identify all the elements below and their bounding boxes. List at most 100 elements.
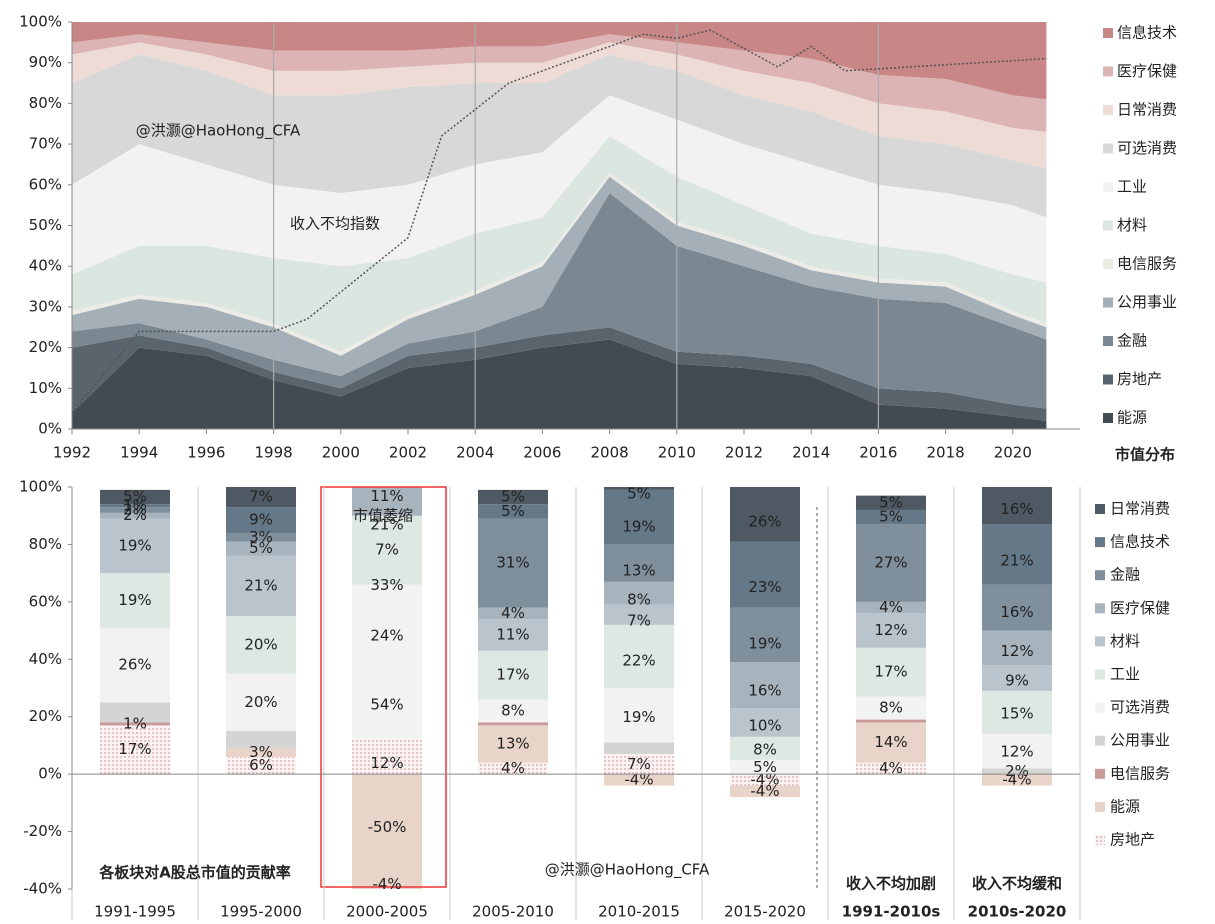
value-label: 8%	[753, 740, 777, 758]
bar-segment	[856, 524, 926, 602]
value-label: 26%	[118, 656, 151, 674]
x-tick-label: 1991-1995	[94, 903, 176, 921]
bar-segment	[730, 759, 800, 775]
value-label: 21%	[1000, 551, 1033, 569]
bar-segment	[730, 785, 800, 798]
bar-segment	[478, 762, 548, 775]
legend-label: 能源	[1110, 797, 1140, 815]
bar-segment	[982, 690, 1052, 734]
value-label: 17%	[874, 663, 907, 681]
bar-segment	[226, 487, 296, 508]
x-tick-label: 2020	[994, 444, 1032, 462]
legend-swatch	[1103, 259, 1113, 269]
bottom-plot	[100, 487, 1052, 889]
bar-segment	[730, 774, 800, 786]
legend-swatch	[1103, 220, 1113, 231]
legend-swatch	[1103, 336, 1113, 346]
y-tick-label: -40%	[23, 880, 62, 898]
legend-swatch	[1095, 504, 1105, 514]
value-label: 17%	[118, 740, 151, 758]
value-label: 12%	[370, 754, 403, 772]
area	[72, 95, 1047, 283]
x-tick-label: 2018	[927, 444, 965, 462]
legend-swatch	[1103, 28, 1113, 38]
bar-segment	[478, 699, 548, 723]
area	[72, 135, 1047, 352]
bar-segment	[226, 616, 296, 674]
legend-swatch	[1095, 735, 1105, 746]
bar-segment	[100, 722, 170, 726]
value-label: -4%	[1002, 770, 1031, 788]
bar-segment	[226, 673, 296, 732]
value-label: 7%	[627, 755, 651, 773]
value-label: 22%	[622, 651, 655, 669]
value-label: 4%	[501, 604, 525, 622]
value-label: 15%	[1000, 705, 1033, 723]
bar-segment	[982, 584, 1052, 631]
value-label: 7%	[249, 488, 273, 506]
bar-segment	[478, 650, 548, 700]
bar-segment	[478, 619, 548, 651]
legend-label: 可选消费	[1117, 139, 1177, 157]
value-label: 12%	[1000, 642, 1033, 660]
bar-segment	[100, 507, 170, 513]
value-label: 16%	[1000, 603, 1033, 621]
value-label: 23%	[748, 578, 781, 596]
value-label: 11%	[496, 625, 529, 643]
bar-segment	[856, 722, 926, 763]
y-tick-label: 80%	[29, 94, 62, 112]
legend-swatch	[1103, 105, 1113, 115]
value-label: 3%	[249, 528, 273, 546]
top-plot	[72, 22, 1047, 429]
value-label: 8%	[627, 591, 651, 609]
legend-label: 电信服务	[1117, 255, 1177, 273]
value-label: 5%	[753, 758, 777, 776]
y-tick-label: 50%	[29, 216, 62, 234]
bar-segment	[982, 630, 1052, 666]
legend-label: 能源	[1117, 409, 1147, 427]
value-label: 5%	[879, 508, 903, 526]
legend-label: 日常消费	[1117, 101, 1177, 119]
bar-segment	[100, 518, 170, 574]
group-label: 收入不均加剧	[846, 875, 936, 893]
bar-segment	[982, 524, 1052, 585]
x-tick-label: 2014	[792, 444, 830, 462]
value-label: 5%	[879, 493, 903, 511]
value-label: 1%	[123, 496, 147, 514]
y-tick-label: 60%	[29, 592, 62, 610]
value-label: 20%	[244, 635, 277, 653]
value-label: 8%	[879, 699, 903, 717]
value-label: 5%	[501, 502, 525, 520]
area	[72, 22, 1047, 100]
legend-label: 公用事业	[1110, 731, 1170, 749]
value-label: 4%	[879, 598, 903, 616]
value-label: 6%	[249, 756, 273, 774]
legend-label: 日常消费	[1110, 500, 1170, 518]
x-tick-label: 1994	[120, 444, 158, 462]
bar-segment	[604, 489, 674, 545]
y-tick-label: 20%	[29, 707, 62, 725]
x-tick-label: 2002	[389, 444, 427, 462]
value-label: 10%	[748, 716, 781, 734]
bar-segment	[226, 756, 296, 775]
bar-segment	[478, 722, 548, 726]
bar-segment	[100, 702, 170, 723]
value-label: 26%	[748, 512, 781, 530]
bar-segment	[856, 601, 926, 614]
bar-segment	[856, 509, 926, 525]
x-tick-label: 2015-2020	[724, 903, 806, 921]
bar-segment	[856, 613, 926, 648]
x-tick-label: 2016	[859, 444, 897, 462]
bar-segment	[100, 725, 170, 775]
value-label: 7%	[375, 540, 399, 558]
y-tick-label: 80%	[29, 535, 62, 553]
area	[72, 192, 1047, 409]
legend-label: 材料	[1117, 216, 1147, 234]
value-label: 12%	[1000, 742, 1033, 760]
legend-label: 金融	[1110, 566, 1140, 584]
value-label: 17%	[496, 666, 529, 684]
bar-segment	[226, 555, 296, 617]
bar-segment	[856, 719, 926, 723]
y-tick-label: 40%	[29, 257, 62, 275]
bar-segment	[730, 607, 800, 663]
